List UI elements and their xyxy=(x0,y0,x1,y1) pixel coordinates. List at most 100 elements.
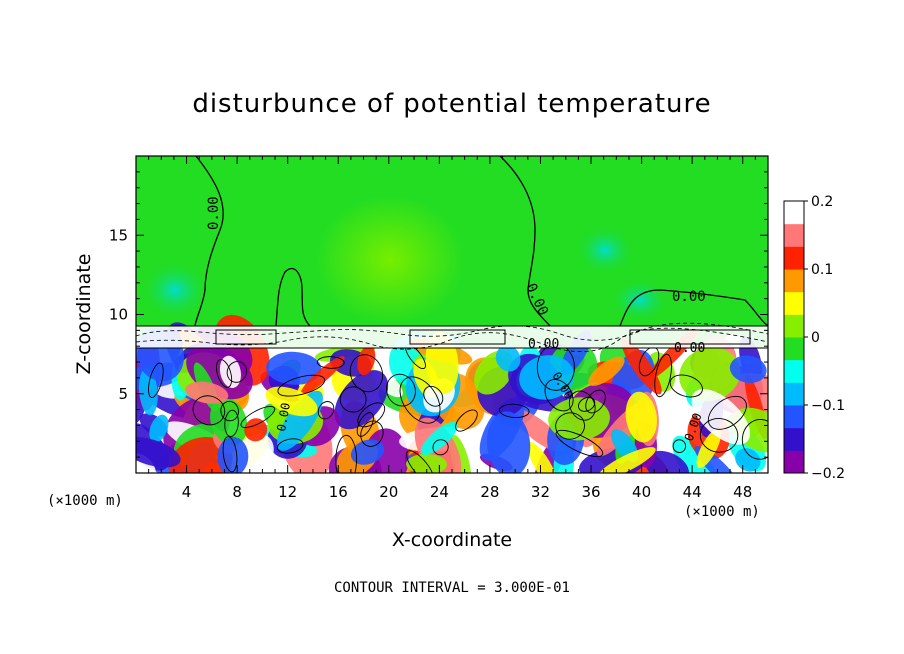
x-tick-label: 8 xyxy=(232,483,242,501)
turbulent-contour xyxy=(356,412,374,437)
contour-label: 0.00 xyxy=(206,196,222,230)
turbulent-contour xyxy=(406,450,435,473)
turbulent-eddy xyxy=(357,345,376,376)
turbulent-contour xyxy=(192,395,226,426)
turbulent-contour xyxy=(423,385,444,407)
turbulent-eddy xyxy=(672,435,721,473)
turbulent-eddy xyxy=(406,453,448,473)
x-unit-left: (×1000 m) xyxy=(47,493,123,509)
colorbar-swatch xyxy=(784,223,804,247)
x-tick-label: 40 xyxy=(632,483,651,501)
colorbar-swatch xyxy=(784,337,804,361)
x-tick-label: 20 xyxy=(379,483,398,501)
turbulent-contour xyxy=(578,396,596,412)
turbulent-contour xyxy=(357,402,386,428)
colorbar-tick-label: 0.1 xyxy=(811,262,833,278)
turbulent-eddy xyxy=(621,338,662,395)
turbulent-eddy xyxy=(136,437,181,468)
turbulent-eddy xyxy=(527,442,558,473)
y-tick-label: 15 xyxy=(109,226,128,244)
turbulent-eddy xyxy=(486,411,531,473)
colorbar-swatch xyxy=(784,246,804,270)
turbulent-contour xyxy=(741,418,768,460)
y-axis: 5 10 15 xyxy=(109,171,768,458)
x-tick-label: 4 xyxy=(182,483,192,501)
turbulent-eddy xyxy=(266,351,322,385)
turbulent-eddy xyxy=(495,345,521,372)
turbulent-contour xyxy=(699,418,739,453)
colorbar-tick-label: −0.2 xyxy=(811,466,845,482)
colorbar-swatch xyxy=(784,314,804,338)
cool-anomaly-region xyxy=(610,278,670,322)
y-tick-label: 5 xyxy=(118,385,128,403)
contour-label: 0.00 xyxy=(528,337,559,352)
turbulent-eddy xyxy=(149,414,169,443)
colorbar-swatch xyxy=(784,291,804,315)
x-tick-label: 28 xyxy=(480,483,499,501)
turbulent-contour xyxy=(349,354,384,393)
colorbar-swatch xyxy=(784,405,804,429)
turbulent-eddy xyxy=(350,439,385,465)
turbulent-eddy xyxy=(217,436,249,473)
turbulent-contour xyxy=(276,438,304,454)
x-tick-label: 48 xyxy=(733,483,752,501)
colorbar-swatch xyxy=(784,382,804,406)
warm-anomaly-region xyxy=(315,195,465,325)
turbulent-eddy xyxy=(244,418,268,442)
turbulent-contour xyxy=(220,400,239,422)
turbulent-contour xyxy=(335,434,357,473)
turbulent-contour xyxy=(222,436,238,473)
colorbar-swatch xyxy=(784,201,804,225)
colorbar-tick-label: 0.2 xyxy=(811,194,833,210)
turbulent-contour xyxy=(386,373,416,407)
x-tick-label: 24 xyxy=(430,483,449,501)
x-axis-label: X-coordinate xyxy=(392,529,512,551)
contour-label: 0.00 xyxy=(674,341,705,356)
turbulent-contour xyxy=(432,439,449,456)
turbulent-contour xyxy=(499,403,530,419)
turbulent-contour xyxy=(555,429,604,458)
turbulent-contour xyxy=(707,395,747,430)
turbulent-contour xyxy=(148,362,164,398)
x-tick-label: 12 xyxy=(278,483,297,501)
x-unit-right: (×1000 m) xyxy=(684,504,760,520)
turbulent-contour xyxy=(585,389,606,414)
contour-interval-note: CONTOUR INTERVAL = 3.000E-01 xyxy=(334,580,570,596)
colorbar-swatch xyxy=(784,427,804,451)
colorbar-swatch xyxy=(784,269,804,293)
turbulent-contour xyxy=(339,386,367,413)
turbulent-contour xyxy=(568,390,596,421)
cool-anomaly-region xyxy=(140,260,210,320)
turbulent-eddy xyxy=(696,428,722,469)
turbulent-eddy xyxy=(735,448,761,472)
turbulent-eddy xyxy=(691,389,751,445)
turbulent-eddy xyxy=(168,437,233,473)
colorbar-swatch xyxy=(784,450,804,474)
turbulent-contour xyxy=(654,353,672,398)
turbulent-contour xyxy=(555,412,585,440)
inversion-layer xyxy=(136,322,768,352)
colorbar-tick-label: 0 xyxy=(811,330,820,346)
turbulent-eddy xyxy=(420,421,458,456)
contour-label: 0.00 xyxy=(672,289,706,305)
turbulent-eddy xyxy=(625,391,657,443)
turbulent-contour xyxy=(544,378,574,412)
y-tick-label: 10 xyxy=(109,306,128,324)
turbulent-contour xyxy=(669,374,703,398)
turbulent-eddy xyxy=(597,447,656,473)
colorbar: 0.2 0.1 0 −0.1 −0.2 xyxy=(783,194,845,482)
chart-title: disturbunce of potential temperature xyxy=(192,89,711,119)
turbulent-eddy xyxy=(519,355,575,400)
turbulent-eddy xyxy=(588,356,625,386)
turbulent-contour xyxy=(455,409,478,432)
colorbar-swatch xyxy=(784,359,804,383)
turbulent-contour xyxy=(672,439,687,454)
x-tick-label: 36 xyxy=(581,483,600,501)
turbulent-contour xyxy=(399,376,441,424)
turbulent-eddy xyxy=(334,370,389,430)
turbulent-contour xyxy=(240,405,276,428)
turbulent-eddy xyxy=(645,450,689,473)
turbulent-contour xyxy=(317,401,335,420)
x-tick-label: 44 xyxy=(683,483,702,501)
